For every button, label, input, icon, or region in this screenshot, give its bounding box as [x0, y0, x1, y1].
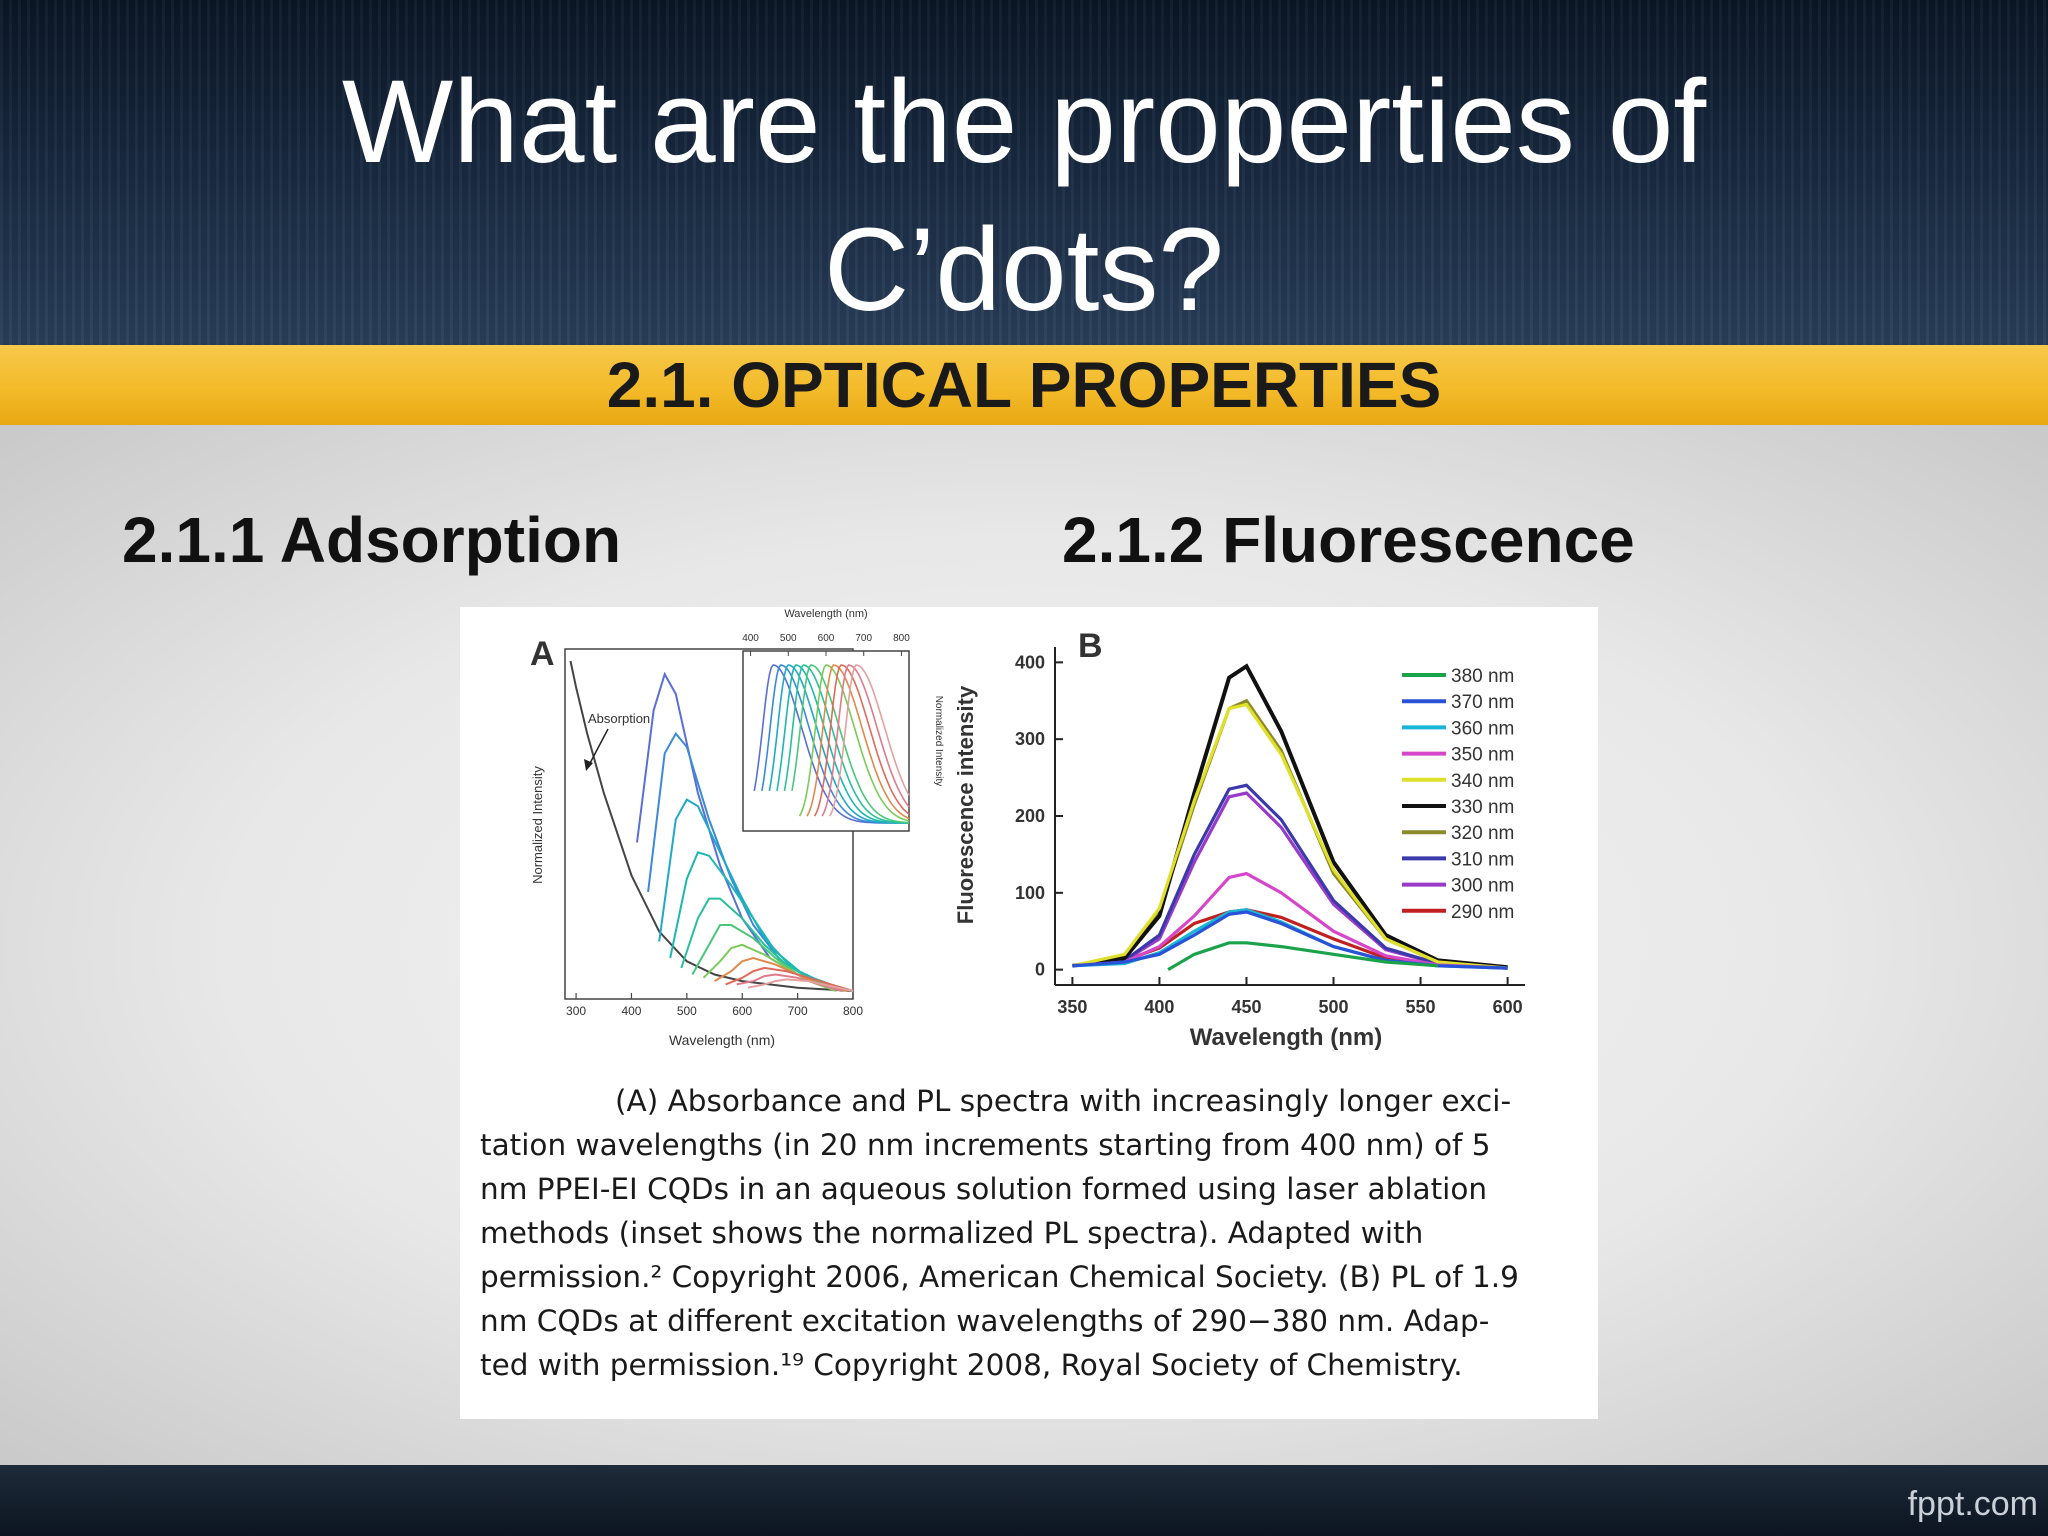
panel-b-legend: 380 nm 370 nm 360 nm 350 nm 340 nm 330 nm 320 … — [1402, 666, 1514, 923]
panel-b-xtick-label: 450 — [1231, 997, 1261, 1017]
panel-b-ytick-label: 0 — [1035, 960, 1045, 980]
inset-curve — [791, 664, 910, 824]
inset-xtick-label: 700 — [855, 633, 872, 644]
footer-bar: fppt.com — [0, 1465, 2048, 1536]
panel-b-xticks: 350 400 450 500 550 600 — [1057, 977, 1523, 1017]
inset-xtick-label: 500 — [780, 633, 797, 644]
header-background — [0, 0, 2048, 345]
inset-ylabel: Normalized Intensity — [933, 696, 944, 787]
panel-b-xtick-label: 500 — [1318, 997, 1348, 1017]
inset-curve — [821, 664, 910, 817]
footer-logo: fppt.com — [1907, 1485, 2038, 1523]
pl-curve — [691, 924, 854, 992]
inset-curve — [798, 664, 910, 822]
pl-curve — [702, 943, 837, 992]
panel-b-curve — [1072, 783, 1508, 970]
panel-b-ytick-label: 300 — [1015, 729, 1045, 749]
panel-a-xtick-label: 300 — [566, 1004, 586, 1018]
figure-caption: (A) Absorbance and PL spectra with incre… — [480, 1079, 1584, 1387]
subheading-adsorption: 2.1.1 Adsorption — [122, 504, 622, 576]
caption-line: ted with permission.¹⁹ Copyright 2008, R… — [480, 1348, 1463, 1382]
inset-xlabel: Wavelength (nm) — [784, 608, 867, 620]
section-title: 2.1. OPTICAL PROPERTIES — [606, 349, 1442, 421]
legend-label: 350 nm — [1451, 745, 1514, 766]
legend-label: 300 nm — [1451, 876, 1514, 897]
caption-line: (A) Absorbance and PL spectra with incre… — [615, 1084, 1512, 1118]
pl-curve — [725, 966, 854, 992]
panel-b-curve — [1167, 941, 1439, 971]
panel-a-xtick-label: 600 — [732, 1004, 752, 1018]
panel-b-xlabel: Wavelength (nm) — [1190, 1024, 1382, 1051]
inset-xtick-label: 800 — [893, 633, 910, 644]
legend-label: 330 nm — [1451, 797, 1514, 818]
panel-a-xlabel: Wavelength (nm) — [669, 1032, 775, 1048]
spectra-figure: A Normalized Intensity Wavelength (nm) 3… — [460, 607, 1598, 1419]
absorption-annotation: Absorption — [588, 711, 650, 726]
absorption-arrowhead — [584, 759, 593, 771]
legend-label: 290 nm — [1451, 902, 1514, 923]
spectra-chart: A Normalized Intensity Wavelength (nm) 3… — [530, 608, 1525, 1051]
panel-a-ylabel: Normalized Intensity — [530, 766, 545, 884]
inset-curves — [753, 664, 910, 824]
pl-curve — [747, 978, 854, 992]
panel-a-xtick-label: 800 — [843, 1004, 863, 1018]
legend-label: 370 nm — [1451, 692, 1514, 713]
panel-a-xtick-label: 700 — [788, 1004, 808, 1018]
panel-b: B Fluorescence intensity Wavelength (nm)… — [953, 627, 1525, 1051]
panel-a: A Normalized Intensity Wavelength (nm) 3… — [530, 608, 944, 1048]
panel-b-xtick-label: 400 — [1144, 997, 1174, 1017]
panel-b-ytick-label: 200 — [1015, 806, 1045, 826]
inset-xticks: 400 500 600 700 800 — [742, 633, 910, 656]
panel-a-xticks: 300 400 500 600 700 800 — [566, 993, 863, 1018]
panel-b-curve — [1072, 663, 1508, 970]
legend-label: 320 nm — [1451, 823, 1514, 844]
panel-b-xtick-label: 550 — [1406, 997, 1436, 1017]
subheading-fluorescence: 2.1.2 Fluorescence — [1062, 504, 1635, 576]
caption-line: nm CQDs at different excitation waveleng… — [480, 1304, 1490, 1338]
panel-b-curve — [1072, 871, 1508, 970]
legend-label: 310 nm — [1451, 849, 1514, 870]
inset-curve — [813, 664, 910, 817]
caption-line: tation wavelengths (in 20 nm increments … — [480, 1128, 1491, 1162]
pl-curve — [680, 897, 843, 992]
panel-a-curves — [569, 660, 854, 992]
inset-curve — [783, 664, 910, 824]
panel-b-ytick-label: 400 — [1015, 652, 1045, 672]
panel-b-ylabel: Fluorescence intensity — [953, 685, 978, 924]
absorption-arrow — [587, 728, 609, 768]
inset-xtick-label: 600 — [818, 633, 835, 644]
inset-curve — [776, 664, 909, 824]
inset-curve — [829, 664, 910, 817]
absorption-curve — [569, 660, 854, 992]
panel-a-label: A — [530, 635, 555, 673]
section-band: 2.1. OPTICAL PROPERTIES — [0, 345, 2048, 425]
inset-xtick-label: 400 — [742, 633, 759, 644]
caption-line: nm PPEI-EI CQDs in an aqueous solution f… — [480, 1172, 1488, 1206]
legend-label: 360 nm — [1451, 718, 1514, 739]
panel-a-xtick-label: 400 — [621, 1004, 641, 1018]
legend-label: 380 nm — [1451, 666, 1514, 687]
panel-b-xtick-label: 350 — [1057, 997, 1087, 1017]
panel-b-xtick-label: 600 — [1493, 997, 1523, 1017]
panel-a-xtick-label: 500 — [677, 1004, 697, 1018]
slide-title-line2: C’dots? — [823, 204, 1225, 336]
panel-b-yticks: 0 100 200 300 400 — [1015, 652, 1063, 980]
caption-line: methods (inset shows the normalized PL s… — [480, 1216, 1424, 1250]
legend-label: 340 nm — [1451, 771, 1514, 792]
slide-title: What are the properties of C’dots? — [0, 48, 2048, 344]
inset-curve — [806, 664, 910, 820]
caption-line: permission.² Copyright 2006, American Ch… — [480, 1260, 1519, 1294]
panel-b-curves — [1072, 663, 1508, 971]
panel-b-curve — [1072, 702, 1508, 970]
slide-title-line1: What are the properties of — [341, 56, 1707, 188]
panel-b-label: B — [1078, 627, 1103, 665]
panel-b-ytick-label: 100 — [1015, 883, 1045, 903]
